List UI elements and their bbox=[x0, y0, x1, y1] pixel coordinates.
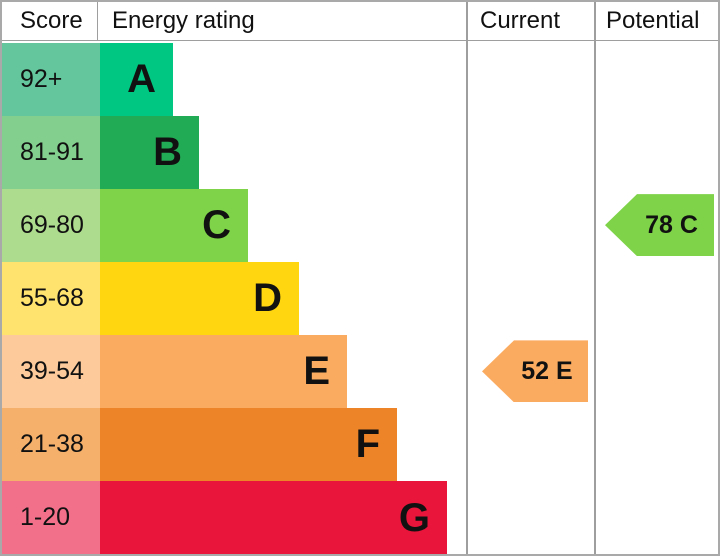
band-row: 39-54 E bbox=[2, 334, 718, 408]
band-score-range: 1-20 bbox=[2, 480, 100, 554]
band-letter: D bbox=[253, 276, 282, 321]
band-score-range: 21-38 bbox=[2, 407, 100, 481]
band-row: 21-38 F bbox=[2, 407, 718, 481]
potential-rating-label: 78 C bbox=[645, 210, 698, 239]
band-row: 81-91 B bbox=[2, 115, 718, 189]
band-letter: G bbox=[398, 495, 430, 540]
band-score-range: 69-80 bbox=[2, 188, 100, 262]
band-row: 55-68 D bbox=[2, 261, 718, 335]
band-row: 92+ A bbox=[2, 42, 718, 116]
band-bar: D bbox=[100, 261, 299, 335]
header-row: Score Energy rating Current Potential bbox=[2, 2, 718, 41]
band-letter: B bbox=[153, 130, 182, 175]
header-energy-rating: Energy rating bbox=[112, 7, 255, 34]
band-bar: A bbox=[100, 42, 173, 116]
band-bar: G bbox=[100, 480, 447, 554]
band-bar: E bbox=[100, 334, 347, 408]
header-score: Score bbox=[20, 7, 83, 34]
band-score-range: 92+ bbox=[2, 42, 100, 116]
band-letter: E bbox=[303, 349, 330, 394]
score-column-divider bbox=[96, 2, 98, 41]
header-current: Current bbox=[480, 7, 561, 34]
potential-column-divider bbox=[594, 2, 596, 554]
band-letter: C bbox=[202, 203, 231, 248]
band-bar: C bbox=[100, 188, 248, 262]
band-letter: F bbox=[355, 422, 380, 467]
band-bar: B bbox=[100, 115, 199, 189]
band-letter: A bbox=[127, 57, 156, 102]
header-potential: Potential bbox=[606, 7, 700, 34]
band-score-range: 55-68 bbox=[2, 261, 100, 335]
band-row: 69-80 C bbox=[2, 188, 718, 262]
band-score-range: 81-91 bbox=[2, 115, 100, 189]
band-rows: 92+ A 81-91 B 69-80 C 55-68 D 39-54 bbox=[2, 42, 718, 554]
band-bar: F bbox=[100, 407, 397, 481]
current-rating-label: 52 E bbox=[521, 356, 573, 385]
band-score-range: 39-54 bbox=[2, 334, 100, 408]
current-column-divider bbox=[466, 2, 468, 554]
band-row: 1-20 G bbox=[2, 480, 718, 554]
